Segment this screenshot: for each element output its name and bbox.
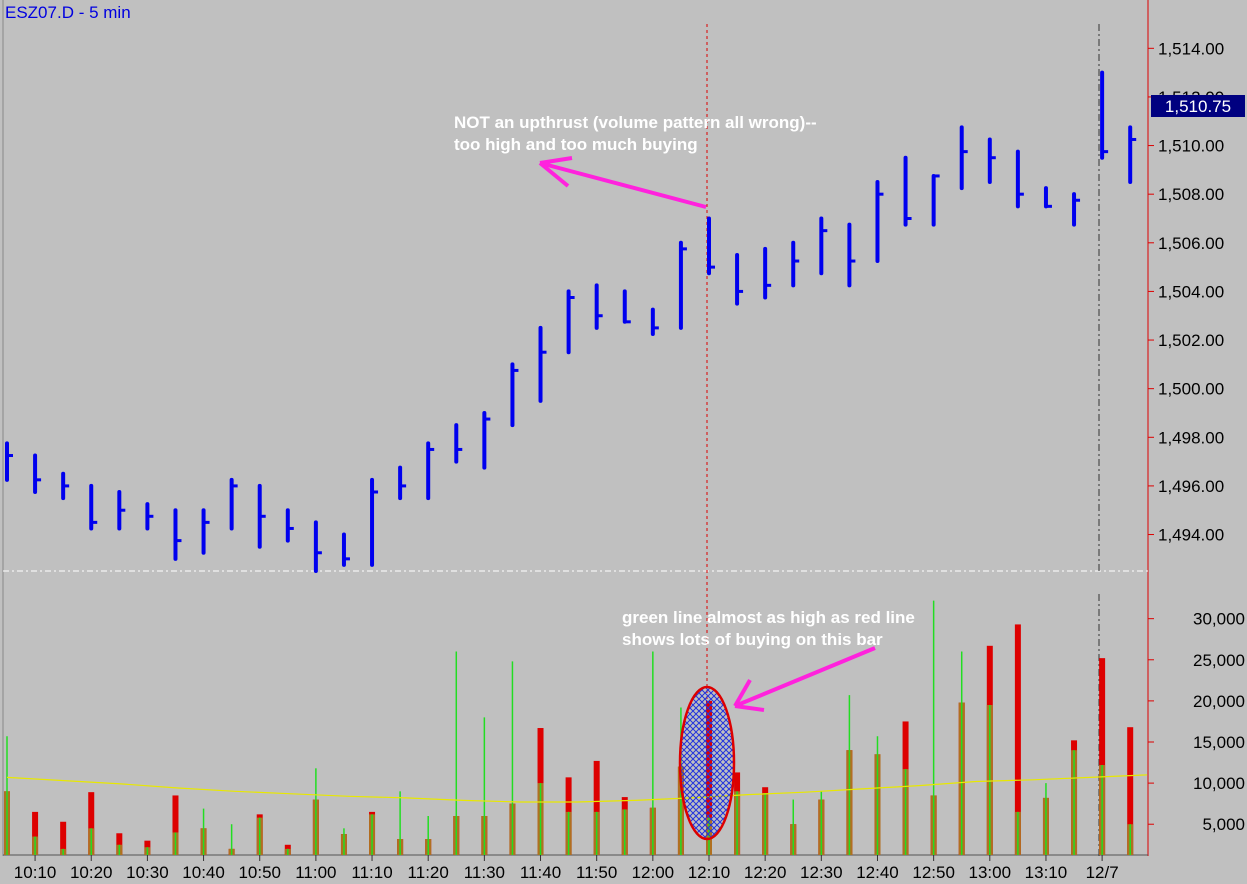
time-tick-label: 12:40 [856, 863, 899, 882]
volume-bar-total [593, 760, 600, 855]
volume-bars [4, 600, 1134, 855]
volume-axis: 5,000 10,000 15,000 20,000 25,000 30,000 [1148, 610, 1245, 834]
volume-bar-total [88, 792, 95, 855]
volume-bar-total [1099, 658, 1106, 855]
annotation-buying-line2: shows lots of buying on this bar [622, 630, 883, 649]
price-tick-label: 1,514.00 [1158, 39, 1224, 58]
price-tick-label: 1,496.00 [1158, 477, 1224, 496]
time-tick-label: 11:20 [408, 863, 449, 882]
volume-bar-total [116, 833, 123, 855]
price-tick-label: 1,502.00 [1158, 331, 1224, 350]
price-tick-label: 1,506.00 [1158, 234, 1224, 253]
volume-bar-total [1127, 727, 1134, 855]
volume-tick-label: 5,000 [1202, 815, 1245, 834]
time-tick-label: 12:30 [800, 863, 843, 882]
volume-tick-label: 20,000 [1193, 692, 1245, 711]
price-bars [5, 70, 1137, 573]
volume-tick-label: 10,000 [1193, 774, 1245, 793]
time-tick-label: 11:30 [464, 863, 505, 882]
time-tick-label: 10:20 [70, 863, 113, 882]
time-tick-label: 10:50 [238, 863, 281, 882]
time-tick-label: 12:20 [744, 863, 787, 882]
time-tick-label: 11:50 [576, 863, 617, 882]
price-tick-label: 1,508.00 [1158, 185, 1224, 204]
time-tick-label: 12:10 [688, 863, 731, 882]
price-tick-label: 1,500.00 [1158, 380, 1224, 399]
last-price-marker [1151, 95, 1245, 117]
moving-average-line [6, 774, 1148, 803]
time-axis: 10:10 10:20 10:30 10:40 10:50 11:00 11:10 11:20… [14, 855, 1119, 882]
price-tick-label: 1,498.00 [1158, 428, 1224, 447]
time-tick-label: 12/7 [1086, 863, 1119, 882]
time-tick-label: 11:00 [295, 863, 336, 882]
last-price-label: 1,510.75 [1165, 97, 1231, 116]
annotation-upthrust-line2: too high and too much buying [454, 135, 698, 154]
highlight-ellipse [678, 685, 736, 841]
time-tick-label: 10:40 [182, 863, 225, 882]
volume-tick-label: 30,000 [1193, 610, 1245, 629]
volume-tick-label: 15,000 [1193, 733, 1245, 752]
price-tick-label: 1,504.00 [1158, 282, 1224, 301]
price-tick-label: 1,510.00 [1158, 137, 1224, 156]
volume-bar-total [172, 795, 179, 855]
volume-bar-total [60, 821, 67, 855]
time-tick-label: 12:00 [632, 863, 675, 882]
time-tick-label: 12:50 [912, 863, 955, 882]
time-tick-label: 10:30 [126, 863, 169, 882]
time-tick-label: 11:40 [520, 863, 561, 882]
volume-tick-label: 25,000 [1193, 651, 1245, 670]
volume-bar-total [1014, 624, 1021, 855]
time-tick-label: 11:10 [351, 863, 392, 882]
volume-moving-average [6, 774, 1148, 803]
time-tick-label: 13:10 [1025, 863, 1068, 882]
price-tick-label: 1,494.00 [1158, 526, 1224, 545]
time-tick-label: 13:00 [969, 863, 1012, 882]
chart-title: ESZ07.D - 5 min [5, 3, 131, 22]
time-tick-label: 10:10 [14, 863, 57, 882]
annotation-buying-line1: green line almost as high as red line [622, 608, 915, 627]
annotation-arrow-buying [733, 646, 876, 712]
volume-bar-total [32, 811, 39, 855]
annotation-arrow-upthrust [538, 156, 707, 209]
annotation-upthrust-line1: NOT an upthrust (volume pattern all wron… [454, 113, 817, 132]
